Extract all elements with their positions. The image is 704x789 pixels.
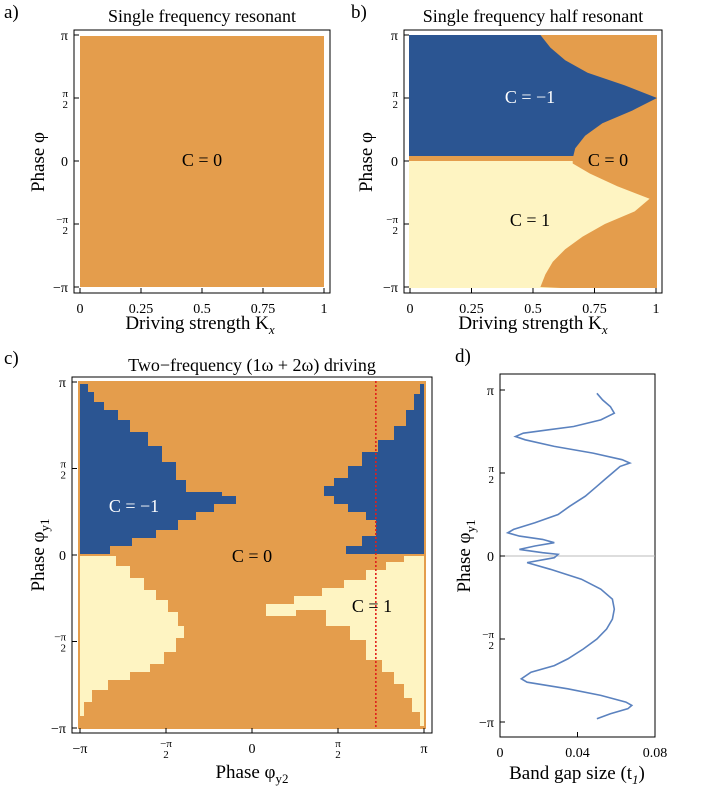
panel-c-ylabel: Phase φy1: [28, 518, 52, 591]
panel-a-region-label: C = 0: [182, 150, 222, 170]
x-tick-label: 0: [407, 302, 414, 317]
y-tick-label: −π: [51, 722, 66, 737]
y-tick-label: −π: [53, 281, 68, 296]
panel-c-title: Two−frequency (1ω + 2ω) driving: [128, 355, 376, 376]
y-tick-label: −π: [479, 716, 494, 731]
x-tick-label: 1: [653, 302, 660, 317]
panel-c-label-cminus1: C = −1: [109, 496, 159, 516]
y-tick-label: 0: [59, 549, 66, 564]
panel-a-title: Single frequency resonant: [108, 6, 296, 26]
panel-c-label-c1: C = 1: [352, 596, 392, 616]
panel-a: a) Single frequency resonant C = 0 ππ 20−…: [4, 2, 331, 337]
x-tick-label: 0.25: [129, 302, 154, 317]
x-tick-label: −π: [73, 742, 88, 757]
panel-d: d) π π 2 0 −π 2 −π 0 0.04 0.08 Band gap size (t1…: [454, 346, 667, 787]
y-tick-label: −π 2: [54, 632, 66, 655]
y-tick-label: π: [59, 376, 66, 391]
panel-d-y-ticks: π π 2 0 −π 2 −π: [479, 384, 505, 731]
panel-c-x-ticks: −π −π 2 0 π 2 π: [73, 728, 428, 761]
panel-a-region-c0: [80, 36, 324, 287]
y-tick-label: −π 2: [482, 629, 494, 652]
x-tick-label: π: [420, 742, 427, 757]
y-tick-label: π: [61, 29, 68, 44]
panel-a-y-ticks: π π 2 0 −π 2 −π: [53, 29, 79, 296]
y-tick-label: π: [487, 384, 494, 399]
x-tick-label: 0.5: [524, 302, 542, 317]
x-tick-label: 0: [77, 302, 84, 317]
panel-b-label-cminus1: C = −1: [505, 87, 555, 107]
x-tick-label: 0.5: [193, 302, 211, 317]
panel-b-label-c0: C = 0: [588, 150, 628, 170]
panel-c-region-c1-left: [80, 556, 184, 716]
panel-d-xlabel: Band gap size (t1): [509, 763, 645, 787]
panel-a-x-ticks: 0 0.25 0.5 0.75 1: [77, 288, 328, 317]
x-tick-label: 0: [249, 742, 256, 757]
x-tick-label: 0.04: [565, 746, 590, 761]
x-tick-label: 0.08: [643, 746, 668, 761]
x-tick-label: 0.75: [251, 302, 276, 317]
panel-b-region-c0: [540, 35, 657, 288]
y-tick-label: 0: [487, 550, 494, 565]
panel-b-ylabel: Phase φ: [356, 132, 377, 192]
panel-c-xlabel: Phase φy2: [215, 762, 288, 786]
panel-a-xlabel: Driving strength Kx: [125, 313, 275, 337]
panel-a-letter: a): [4, 2, 19, 23]
panel-d-letter: d): [455, 346, 471, 367]
panel-c-region-cminus1-left: [80, 384, 236, 554]
x-tick-label: 0: [497, 746, 504, 761]
x-tick-label: −π 2: [160, 738, 172, 761]
panel-c-region-cminus1-right: [324, 384, 424, 554]
panel-b-label-c1: C = 1: [510, 210, 550, 230]
panel-c-y-ticks: π π 2 0 −π 2 −π: [51, 376, 77, 737]
y-tick-label: 0: [391, 155, 398, 170]
x-tick-label: 0.25: [459, 302, 484, 317]
panel-d-gap-series: [505, 392, 634, 720]
y-tick-label: −π: [383, 281, 398, 296]
x-tick-label: 1: [321, 302, 328, 317]
y-tick-label: 0: [61, 155, 68, 170]
panel-c-region-c1-right: [266, 556, 424, 726]
panel-c: c) Two−frequency (1ω + 2ω) driving C = −…: [4, 348, 433, 786]
panel-c-letter: c): [4, 348, 19, 369]
panel-b-y-ticks: π π 2 0 −π 2 −π: [383, 29, 409, 296]
panel-b-letter: b): [351, 2, 367, 23]
panel-b-title: Single frequency half resonant: [423, 6, 643, 26]
panel-b-x-ticks: 0 0.25 0.5 0.75 1: [407, 288, 660, 317]
panel-d-x-ticks: 0 0.04 0.08: [497, 732, 668, 761]
panel-c-label-c0: C = 0: [232, 546, 272, 566]
panel-a-ylabel: Phase φ: [28, 132, 49, 192]
panel-b-zero-edge: [409, 156, 657, 161]
x-tick-label: 0.75: [582, 302, 607, 317]
y-tick-label: −π 2: [386, 214, 398, 237]
panel-b: b) Single frequency half resonant C = −1…: [351, 2, 663, 337]
y-tick-label: −π 2: [56, 214, 68, 237]
panel-b-xlabel: Driving strength Kx: [458, 313, 608, 337]
panel-d-ylabel: Phase φy1: [454, 519, 478, 592]
y-tick-label: π: [391, 29, 398, 44]
